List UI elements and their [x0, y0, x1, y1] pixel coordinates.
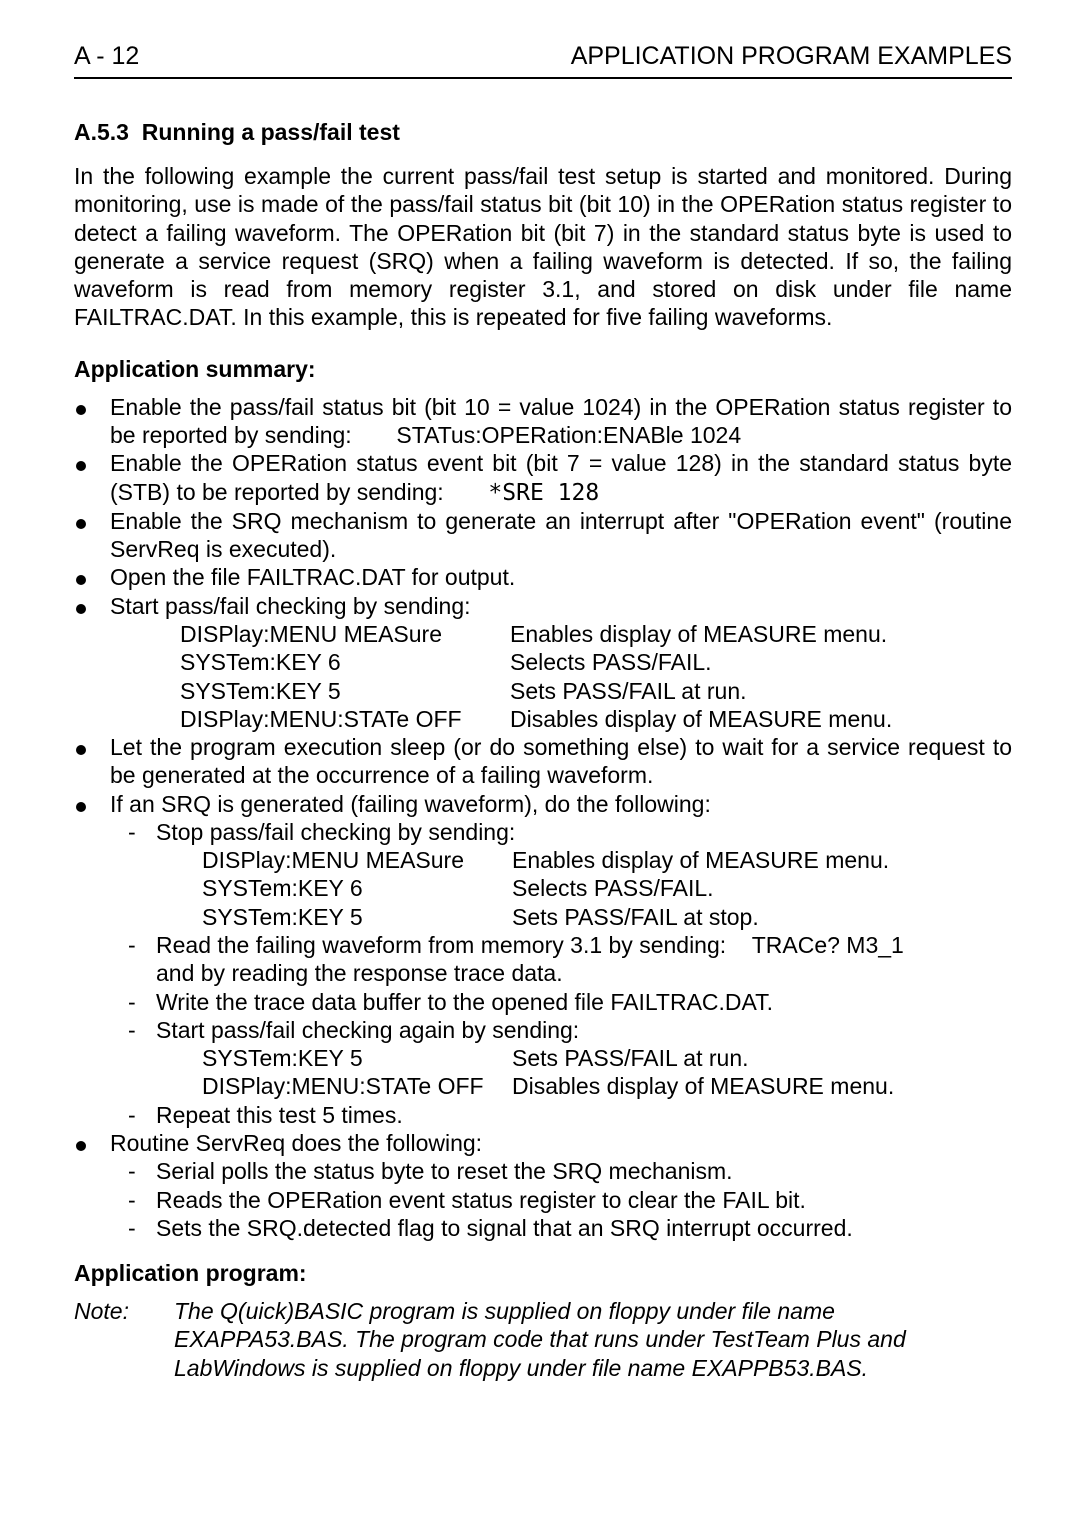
cmd-left: DISPlay:MENU:STATe OFF — [202, 1072, 512, 1100]
note-body: The Q(uick)BASIC program is supplied on … — [174, 1297, 1012, 1382]
note-label: Note: — [74, 1297, 174, 1382]
bullet-3: Enable the SRQ mechanism to generate an … — [74, 507, 1012, 564]
bullet-2: Enable the OPERation status event bit (b… — [74, 449, 1012, 507]
note: Note: The Q(uick)BASIC program is suppli… — [74, 1297, 1012, 1382]
cmd-right: Sets PASS/FAIL at stop. — [512, 903, 759, 931]
cmd-left: DISPlay:MENU MEASure — [180, 620, 510, 648]
dash-1: Stop pass/fail checking by sending: DISP… — [110, 818, 1012, 931]
cmd-row: DISPlay:MENU MEASureEnables display of M… — [180, 620, 1012, 648]
dash-4-text: Start pass/fail checking again by sendin… — [156, 1017, 579, 1043]
bullet-6: Let the program execution sleep (or do s… — [74, 733, 1012, 790]
dash-5: Repeat this test 5 times. — [110, 1101, 1012, 1129]
cmd-left: DISPlay:MENU:STATe OFF — [180, 705, 510, 733]
program-heading: Application program: — [74, 1260, 1012, 1287]
cmd-right: Sets PASS/FAIL at run. — [512, 1044, 749, 1072]
dash-4-cmds: SYSTem:KEY 5Sets PASS/FAIL at run. DISPl… — [156, 1044, 1012, 1101]
bullet-5-text: Start pass/fail checking by sending: — [110, 593, 471, 619]
header-title: APPLICATION PROGRAM EXAMPLES — [571, 42, 1012, 71]
cmd-right: Selects PASS/FAIL. — [512, 874, 714, 902]
dash-4: Start pass/fail checking again by sendin… — [110, 1016, 1012, 1101]
cmd-left: SYSTem:KEY 5 — [202, 903, 512, 931]
dash-1-cmds: DISPlay:MENU MEASureEnables display of M… — [156, 846, 1012, 931]
dash-2-text-b: and by reading the response trace data. — [156, 959, 1012, 987]
cmd-right: Enables display of MEASURE menu. — [510, 620, 1012, 648]
summary-bullets: Enable the pass/fail status bit (bit 10 … — [74, 393, 1012, 1242]
dash-2-cmd: TRACe? M3_1 — [752, 932, 904, 958]
dash-2-text-a: Read the failing waveform from memory 3.… — [156, 932, 726, 958]
section-number: A.5.3 — [74, 119, 129, 145]
cmd-row: SYSTem:KEY 5Sets PASS/FAIL at stop. — [202, 903, 1012, 931]
cmd-row: SYSTem:KEY 5Sets PASS/FAIL at run. — [180, 677, 1012, 705]
cmd-row: DISPlay:MENU:STATe OFFDisables display o… — [180, 705, 1012, 733]
cmd-left: SYSTem:KEY 5 — [202, 1044, 512, 1072]
cmd-row: SYSTem:KEY 6Selects PASS/FAIL. — [180, 648, 1012, 676]
bullet-5: Start pass/fail checking by sending: DIS… — [74, 592, 1012, 733]
bullet-7: If an SRQ is generated (failing waveform… — [74, 790, 1012, 1129]
cmd-row: SYSTem:KEY 6Selects PASS/FAIL. — [202, 874, 1012, 902]
bullet-7-dashes: Stop pass/fail checking by sending: DISP… — [110, 818, 1012, 1129]
cmd-right: Selects PASS/FAIL. — [510, 648, 1012, 676]
dash-b8-3: Sets the SRQ.detected flag to signal tha… — [110, 1214, 1012, 1242]
dash-b8-2: Reads the OPERation event status registe… — [110, 1186, 1012, 1214]
section-heading: A.5.3 Running a pass/fail test — [74, 119, 1012, 146]
bullet-5-cmds: DISPlay:MENU MEASureEnables display of M… — [110, 620, 1012, 733]
dash-b8-1: Serial polls the status byte to reset th… — [110, 1157, 1012, 1185]
dash-1-text: Stop pass/fail checking by sending: — [156, 819, 515, 845]
bullet-8-dashes: Serial polls the status byte to reset th… — [110, 1157, 1012, 1242]
cmd-row: DISPlay:MENU:STATe OFFDisables display o… — [202, 1072, 1012, 1100]
dash-3: Write the trace data buffer to the opene… — [110, 988, 1012, 1016]
bullet-2-cmd: *SRE 128 — [488, 480, 599, 506]
bullet-8-text: Routine ServReq does the following: — [110, 1130, 482, 1156]
dash-2: Read the failing waveform from memory 3.… — [110, 931, 1012, 988]
bullet-8: Routine ServReq does the following: Seri… — [74, 1129, 1012, 1242]
page-header: A - 12 APPLICATION PROGRAM EXAMPLES — [74, 42, 1012, 79]
bullet-1-cmd: STATus:OPERation:ENABle 1024 — [396, 422, 741, 448]
cmd-left: DISPlay:MENU MEASure — [202, 846, 512, 874]
cmd-row: DISPlay:MENU MEASureEnables display of M… — [202, 846, 1012, 874]
intro-paragraph: In the following example the current pas… — [74, 162, 1012, 332]
bullet-1: Enable the pass/fail status bit (bit 10 … — [74, 393, 1012, 450]
cmd-left: SYSTem:KEY 6 — [202, 874, 512, 902]
summary-heading: Application summary: — [74, 356, 1012, 383]
cmd-row: SYSTem:KEY 5Sets PASS/FAIL at run. — [202, 1044, 1012, 1072]
cmd-left: SYSTem:KEY 5 — [180, 677, 510, 705]
bullet-7-text: If an SRQ is generated (failing waveform… — [110, 791, 711, 817]
cmd-right: Sets PASS/FAIL at run. — [510, 677, 1012, 705]
cmd-left: SYSTem:KEY 6 — [180, 648, 510, 676]
bullet-4: Open the file FAILTRAC.DAT for output. — [74, 563, 1012, 591]
cmd-right: Enables display of MEASURE menu. — [512, 846, 889, 874]
header-page-number: A - 12 — [74, 42, 139, 71]
cmd-right: Disables display of MEASURE menu. — [510, 705, 1012, 733]
cmd-right: Disables display of MEASURE menu. — [512, 1072, 894, 1100]
section-title: Running a pass/fail test — [142, 119, 400, 145]
